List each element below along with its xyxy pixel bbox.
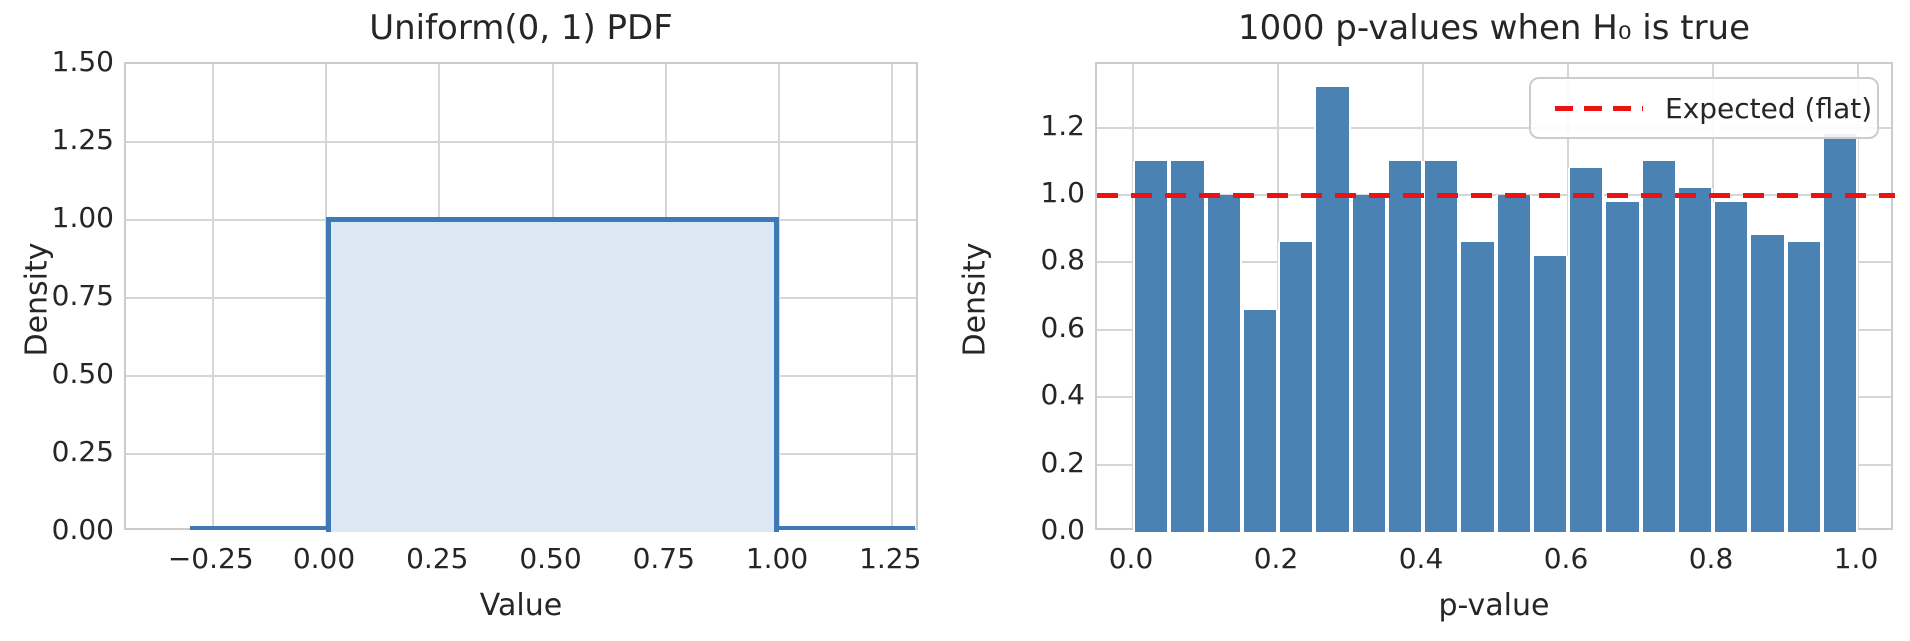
x-gridline — [211, 64, 214, 528]
histogram-bar — [1640, 161, 1677, 532]
x-tick-label: 0.4 — [1398, 542, 1444, 575]
x-gridline — [1857, 64, 1859, 528]
x-tick-label: 0.0 — [1108, 542, 1154, 575]
histogram-bar — [1133, 161, 1170, 532]
histogram-bar — [1459, 242, 1496, 532]
x-gridline — [778, 64, 780, 528]
histogram-bar — [1314, 87, 1351, 532]
uniform-pdf-area — [326, 217, 779, 532]
y-gridline — [126, 141, 916, 143]
expected-flat-line — [1097, 193, 1895, 198]
left-plot-axes — [124, 62, 918, 532]
histogram-bar — [1350, 195, 1387, 532]
y-tick-label: 1.00 — [51, 201, 114, 234]
y-tick-label: 0.8 — [1040, 243, 1085, 277]
histogram-bar — [1495, 195, 1532, 532]
x-tick-label: 0.8 — [1688, 542, 1734, 575]
left-plot-xlabel: Value — [479, 588, 563, 623]
histogram-bar — [1676, 188, 1713, 532]
x-tick-label: 0.25 — [406, 542, 469, 575]
histogram-bar — [1568, 168, 1605, 532]
legend: Expected (flat) — [1529, 77, 1879, 139]
right-plot-title: 1000 p-values when H₀ is true — [1237, 8, 1751, 48]
histogram-bar — [1785, 242, 1822, 532]
y-tick-label: 0.75 — [51, 279, 114, 312]
x-tick-label: 0.6 — [1543, 542, 1589, 575]
legend-label: Expected (flat) — [1665, 91, 1873, 125]
y-gridline — [1097, 126, 1891, 129]
x-tick-label: 0.00 — [292, 542, 356, 575]
pdf-baseline-left — [190, 526, 326, 530]
x-tick-label: 0.75 — [632, 542, 695, 575]
histogram-bar — [1531, 255, 1568, 532]
pdf-baseline-right — [779, 526, 915, 530]
right-plot-xlabel: p-value — [1438, 588, 1550, 623]
histogram-bar — [1713, 201, 1750, 532]
left-plot-title: Uniform(0, 1) PDF — [369, 8, 673, 48]
histogram-bar — [1423, 161, 1460, 532]
y-tick-label: 0.6 — [1040, 310, 1085, 344]
right-plot-axes: Expected (flat) — [1095, 62, 1895, 532]
right-plot-ylabel: Density — [957, 242, 993, 357]
y-tick-label: 0.00 — [51, 513, 114, 546]
x-tick-label: 1.0 — [1833, 542, 1879, 575]
x-tick-label: 1.00 — [745, 542, 809, 575]
y-tick-label: 0.4 — [1040, 378, 1085, 412]
histogram-bar — [1241, 309, 1278, 532]
histogram-bar — [1205, 195, 1242, 532]
y-tick-label: 1.0 — [1040, 176, 1085, 209]
histogram-bar — [1278, 242, 1315, 532]
y-tick-label: 0.25 — [51, 435, 114, 468]
histogram-bar — [1821, 134, 1858, 532]
histogram-bar — [1749, 235, 1786, 532]
x-tick-label: 1.25 — [859, 542, 922, 575]
histogram-bar — [1386, 161, 1423, 532]
y-tick-label: 0.0 — [1040, 513, 1085, 546]
x-gridline — [891, 64, 894, 528]
histogram-bar — [1169, 161, 1206, 532]
y-tick-label: 0.50 — [51, 357, 114, 390]
x-tick-label: −0.25 — [167, 542, 254, 575]
y-tick-label: 1.2 — [1040, 108, 1085, 142]
x-tick-label: 0.2 — [1253, 542, 1299, 575]
y-tick-label: 1.50 — [51, 45, 114, 78]
x-tick-label: 0.50 — [519, 542, 582, 575]
histogram-bar — [1604, 201, 1641, 532]
y-tick-label: 1.25 — [51, 123, 114, 156]
y-tick-label: 0.2 — [1040, 445, 1085, 479]
dashed-line-legend-sample — [1555, 105, 1643, 111]
